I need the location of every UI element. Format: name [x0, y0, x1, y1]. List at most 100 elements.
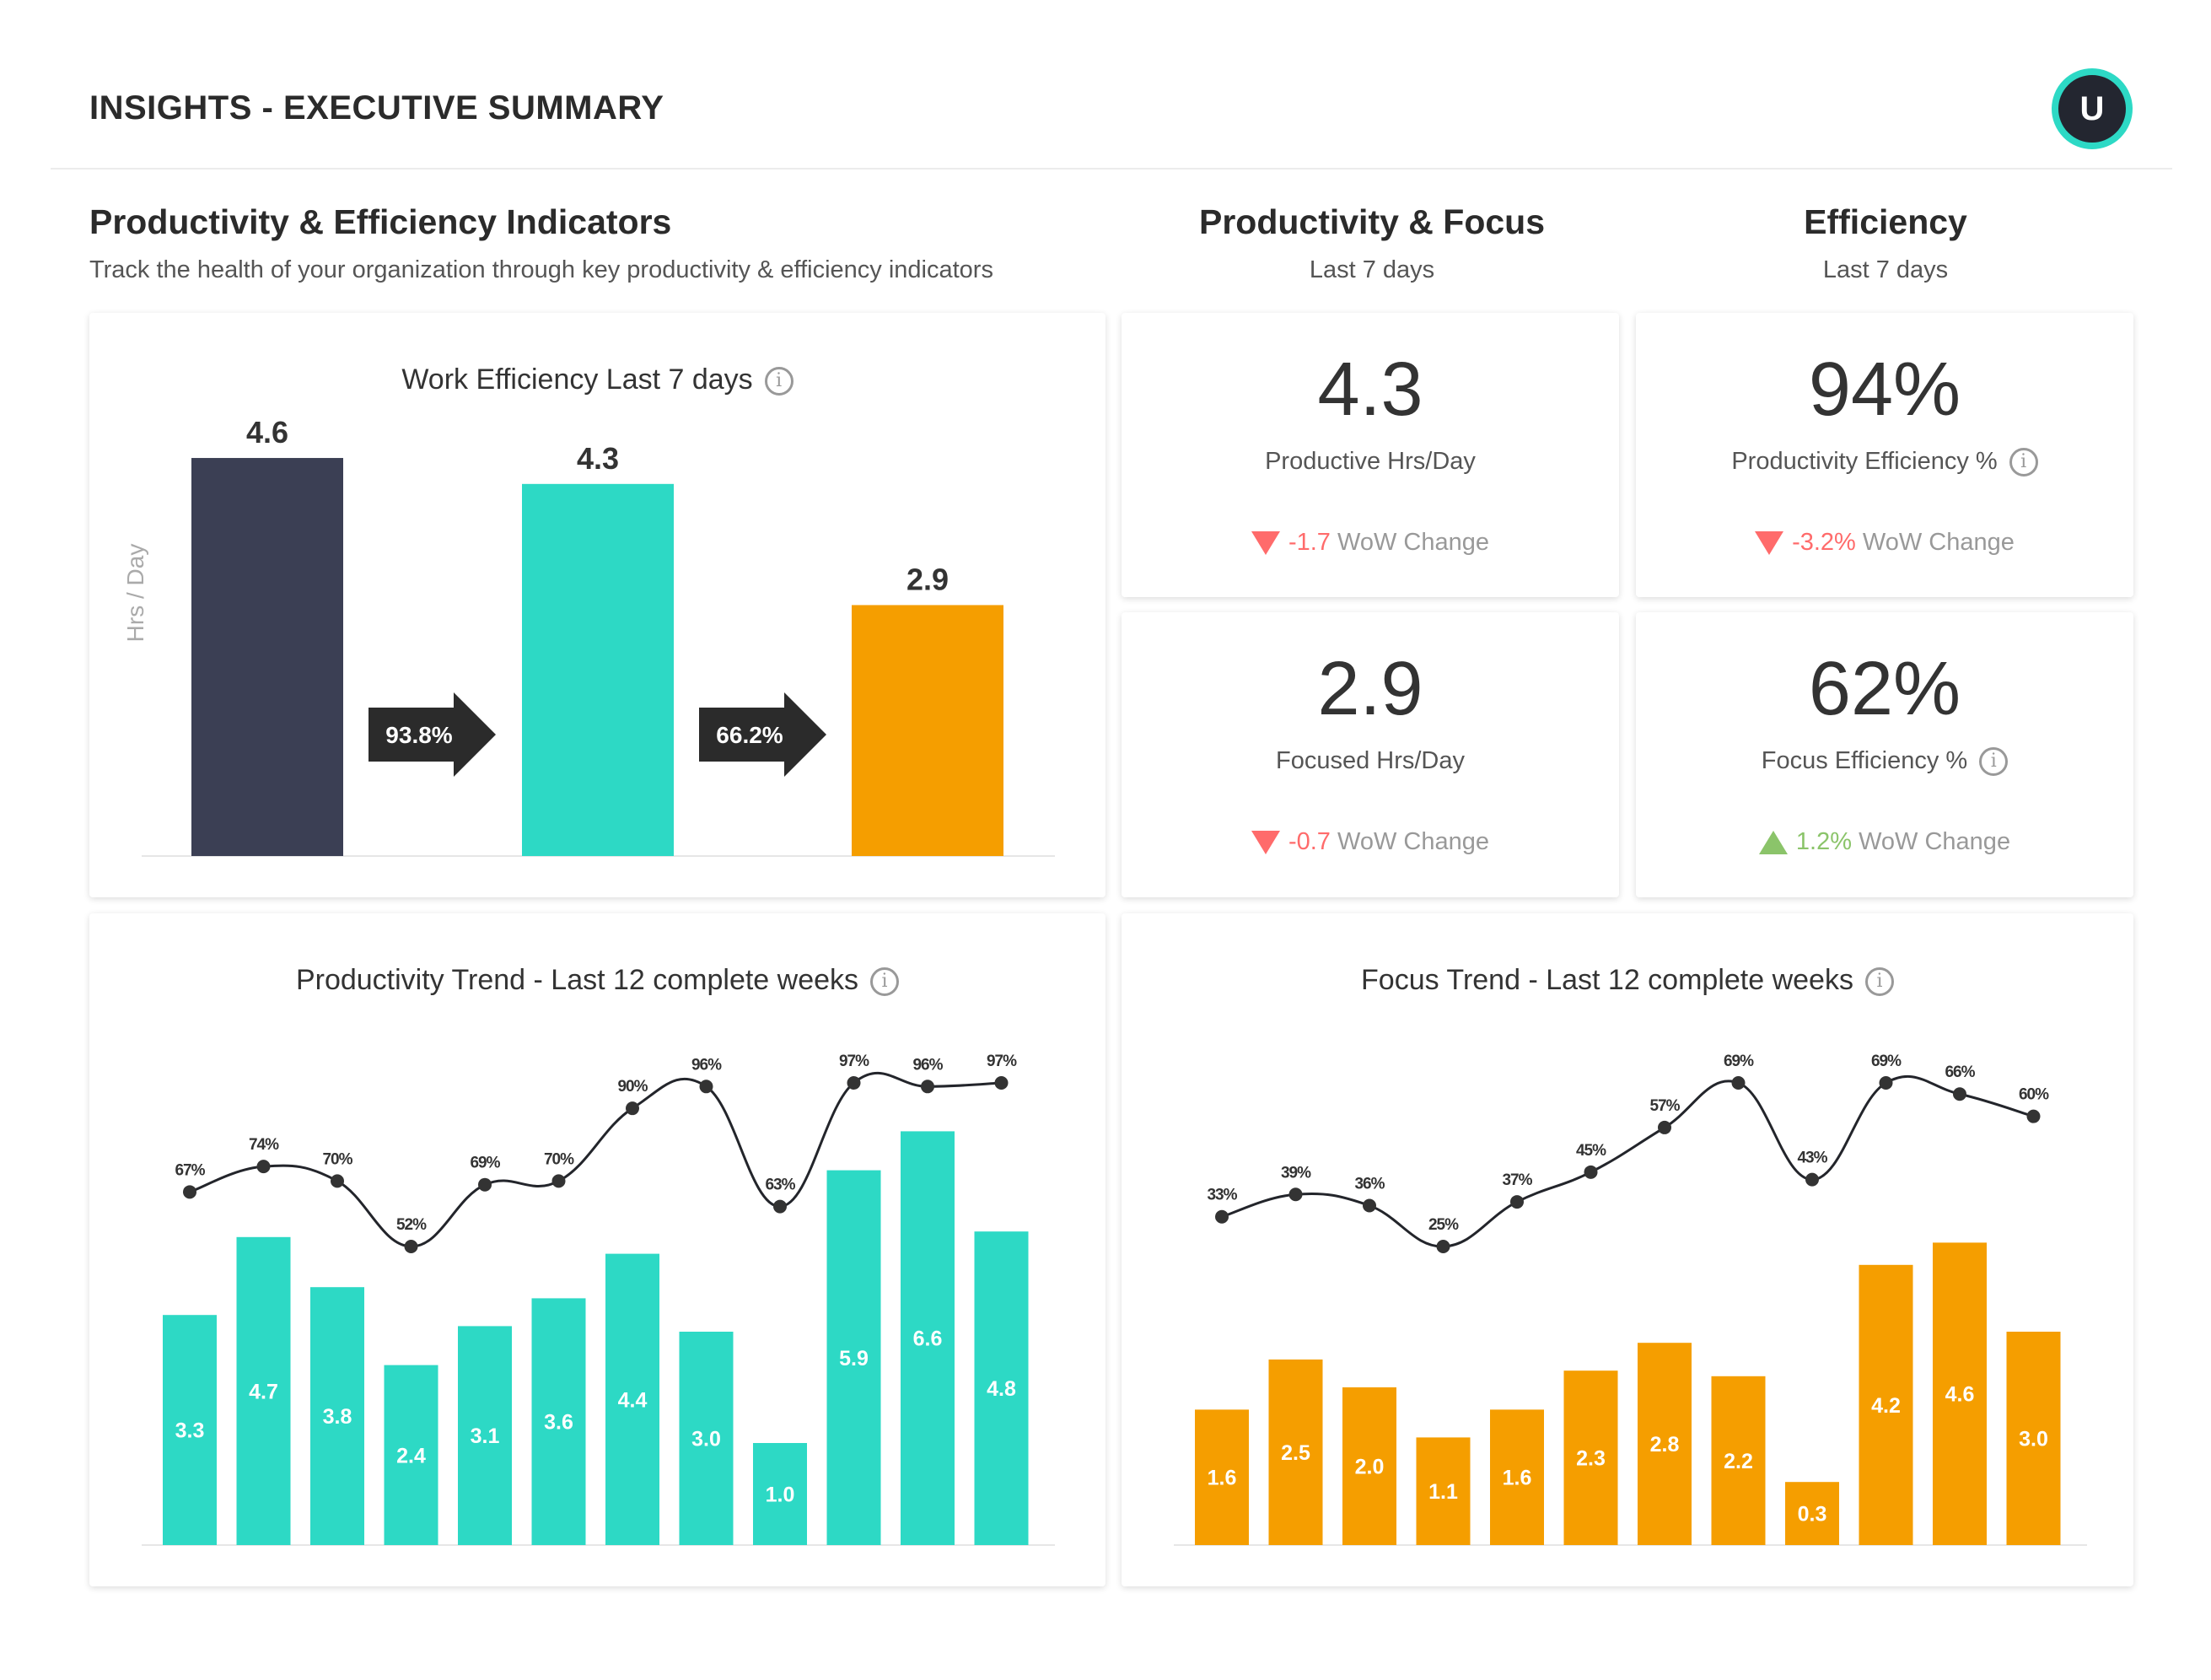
bar-value-label: 3.6	[544, 1411, 573, 1435]
trend-point	[1658, 1120, 1671, 1134]
trend-point	[1215, 1209, 1229, 1224]
trend-point	[847, 1076, 861, 1090]
kpi-change-text: WoW Change	[1337, 529, 1490, 556]
kpi-label-row: Productivity Efficiency % i	[1636, 448, 2133, 477]
trend-point	[1436, 1240, 1450, 1253]
info-icon[interactable]: i	[2009, 448, 2038, 477]
bar-value-label: 4.4	[618, 1388, 648, 1412]
trend-point-label: 25%	[1428, 1216, 1459, 1234]
y-axis-label: Hrs / Day	[122, 544, 148, 643]
focus-trend-chart: 1.6 2.5 2.0 1.1 1.6 2.3 2.8 2.2 0.3 4.2 4.6 3.0 33% 3…	[1174, 1053, 2087, 1546]
bar-value-label: 4.7	[249, 1380, 278, 1403]
bar	[163, 1315, 217, 1545]
trend-point	[183, 1185, 196, 1199]
trend-point	[331, 1174, 344, 1188]
chart-title: Work Efficiency Last 7 days	[401, 363, 753, 396]
bar-value-label: 4.8	[987, 1377, 1016, 1401]
trend-point-label: 33%	[1207, 1187, 1237, 1204]
info-icon[interactable]: i	[870, 967, 900, 997]
user-avatar[interactable]: U	[2052, 68, 2133, 149]
bar	[1416, 1437, 1471, 1545]
chart-title: Focus Trend - Last 12 complete weeks	[1361, 964, 1853, 996]
kpi-change-row: -1.7 WoW Change	[1122, 529, 1619, 557]
trend-point-label: 39%	[1281, 1164, 1311, 1182]
info-icon[interactable]: i	[764, 367, 793, 396]
triangle-up-icon	[1758, 831, 1788, 855]
triangle-down-icon	[1251, 531, 1280, 556]
trend-point-label: 97%	[987, 1053, 1017, 1070]
triangle-down-icon	[1251, 831, 1280, 855]
section-title-productivity-focus: Productivity & Focus	[1198, 202, 1546, 241]
triangle-down-icon	[1755, 531, 1784, 556]
conversion-label: 66.2%	[716, 722, 783, 748]
bar-value-label: 2.3	[1576, 1447, 1606, 1471]
trend-point-label: 69%	[1724, 1053, 1754, 1070]
work-efficiency-title: Work Efficiency Last 7 days i	[89, 363, 1106, 396]
trend-point	[551, 1174, 566, 1188]
kpi-change-row: -3.2% WoW Change	[1636, 529, 2133, 557]
trend-point	[1288, 1187, 1303, 1202]
trend-point-label: 45%	[1576, 1142, 1606, 1160]
kpi-value: 2.9	[1317, 647, 1423, 731]
bar-value-label: 3.0	[691, 1428, 721, 1451]
bar	[2006, 1332, 2061, 1545]
kpi-card-productivity-efficiency: 94% Productivity Efficiency % i -3.2% WoW…	[1636, 313, 2133, 597]
bar-value-label: 4.3	[577, 441, 619, 476]
bar	[1563, 1370, 1618, 1545]
trend-point-label: 69%	[470, 1155, 500, 1172]
bar-value-label: 2.5	[1281, 1441, 1310, 1465]
bar-value-label: 1.6	[1503, 1467, 1532, 1490]
bar	[1859, 1264, 1913, 1545]
info-icon[interactable]: i	[1979, 747, 2009, 777]
bar	[753, 1443, 807, 1545]
trend-point-label: 97%	[839, 1053, 869, 1070]
trend-point-label: 74%	[249, 1136, 279, 1154]
kpi-change-row: -0.7 WoW Change	[1122, 828, 1619, 856]
kpi-change-text: WoW Change	[1862, 529, 2015, 556]
header-divider	[51, 168, 2172, 170]
bar-value-label: 1.1	[1428, 1480, 1458, 1504]
bar-value-label: 2.2	[1724, 1450, 1753, 1473]
productivity-trend-card: 3.3 4.7 3.8 2.4 3.1 3.6 4.4 3.0 1.0 5.9 6.6 4.8 67% 7…	[89, 913, 1106, 1586]
bar	[974, 1231, 1029, 1545]
bar	[1342, 1387, 1396, 1545]
kpi-label-row: Focus Efficiency % i	[1636, 747, 2133, 777]
trend-point	[773, 1199, 787, 1214]
bar	[1195, 1409, 1249, 1545]
kpi-label: Productive Hrs/Day	[1265, 448, 1476, 475]
kpi-value: 94%	[1808, 347, 1961, 432]
trend-point	[921, 1080, 934, 1094]
kpi-change-value: -0.7	[1288, 828, 1331, 855]
conversion-arrow-icon	[368, 692, 496, 777]
trend-point-label: 60%	[2019, 1086, 2049, 1104]
productivity-trend-title: Productivity Trend - Last 12 complete we…	[89, 964, 1106, 997]
trend-point	[1584, 1165, 1598, 1179]
bar-value-label: 2.9	[906, 562, 949, 596]
bar-value-label: 0.3	[1798, 1503, 1827, 1527]
productivity-trend-chart: 3.3 4.7 3.8 2.4 3.1 3.6 4.4 3.0 1.0 5.9 6.6 4.8 67% 7…	[142, 1053, 1055, 1546]
bar-value-label: 5.9	[839, 1347, 869, 1370]
bar	[1268, 1360, 1323, 1545]
chart-title: Productivity Trend - Last 12 complete we…	[295, 964, 859, 996]
section-subtitle-productivity-focus: Last 7 days	[1309, 256, 1435, 283]
focus-trend-card: 1.6 2.5 2.0 1.1 1.6 2.3 2.8 2.2 0.3 4.2 4.6 3.0 33% 3…	[1122, 913, 2133, 1586]
bar-value-label: 3.1	[471, 1424, 500, 1448]
kpi-change-value: -1.7	[1288, 529, 1331, 556]
kpi-card-focused-hrs: 2.9 Focused Hrs/Day -0.7 WoW Change	[1122, 612, 1619, 897]
kpi-label: Focused Hrs/Day	[1275, 747, 1465, 774]
page-title: INSIGHTS - EXECUTIVE SUMMARY	[89, 89, 664, 127]
trend-line	[1221, 1074, 2034, 1248]
trend-point	[256, 1160, 271, 1174]
work-efficiency-card: Hrs / Day 4.6 4.3 2.9 93.8% 66.2% Work Effici…	[89, 313, 1106, 897]
bar-value-label: 1.0	[766, 1483, 795, 1507]
trend-point	[1953, 1087, 1966, 1101]
trend-point	[1363, 1198, 1376, 1213]
bar	[531, 1298, 586, 1545]
trend-point-label: 66%	[1945, 1063, 1975, 1081]
kpi-change-row: 1.2% WoW Change	[1636, 828, 2133, 856]
trend-point-label: 36%	[1354, 1176, 1385, 1193]
work-efficiency-chart: Hrs / Day 4.6 4.3 2.9 93.8% 66.2%	[122, 415, 1055, 857]
kpi-change-text: WoW Change	[1337, 828, 1490, 855]
info-icon[interactable]: i	[1864, 967, 1894, 997]
bar	[852, 605, 1003, 856]
